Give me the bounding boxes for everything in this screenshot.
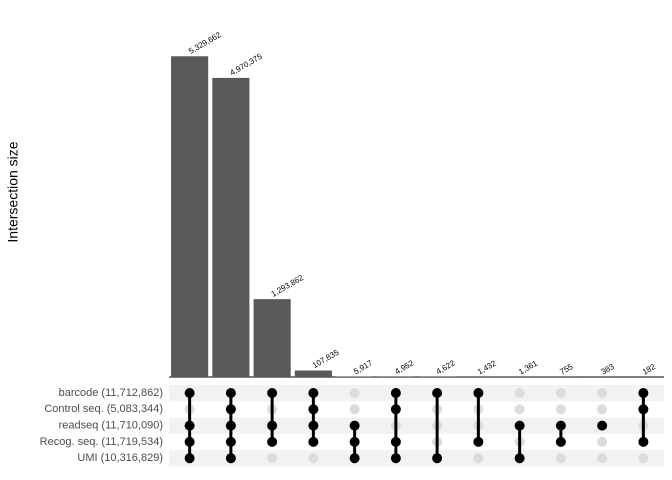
value-label: 1,361 [517,358,539,376]
matrix-dot [349,420,360,431]
value-label: 182 [641,362,658,377]
set-label: UMI (10,316,829) [77,452,163,464]
matrix-dot [390,388,401,398]
matrix-dot-empty [638,453,649,464]
matrix-dot [432,388,443,398]
matrix-dot [555,420,566,431]
matrix-dot [473,388,484,398]
matrix-dot [638,436,649,447]
row-stripe [169,417,664,434]
matrix-dot [349,453,360,464]
value-label: 1,432 [476,358,498,376]
matrix-dot-empty [597,388,608,398]
matrix-dot-empty [514,388,525,398]
value-label: 5,917 [352,358,374,376]
matrix-dot-empty [267,453,278,464]
row-stripe [169,385,664,402]
set-label: Control seq. (5,083,344) [44,403,163,415]
value-label: 5,329,662 [187,30,223,56]
matrix-dot [184,453,195,464]
matrix-dot [555,436,566,447]
matrix-dot [638,404,649,415]
matrix-dot-empty [349,404,360,415]
matrix-dot [267,388,278,398]
matrix-dot [473,436,484,447]
matrix-dot-empty [514,404,525,415]
bar [171,56,209,377]
matrix-dot [308,436,319,447]
value-label: 755 [558,362,575,377]
matrix-dot [225,436,236,447]
matrix-dot [225,388,236,398]
value-label: 4,970,375 [228,52,264,78]
matrix-dot-empty [349,388,360,398]
matrix-dot-empty [597,453,608,464]
matrix-dot [308,420,319,431]
bar [294,370,332,377]
bar [253,299,291,377]
matrix-dot [184,420,195,431]
row-stripe [169,450,664,467]
matrix-dot [390,404,401,415]
matrix-dot [390,453,401,464]
matrix-dot [184,388,195,398]
set-label: Recog. seq. (11,719,534) [40,436,163,448]
value-label: 4,622 [435,358,457,376]
matrix-dot-empty [555,453,566,464]
matrix-dot-empty [473,453,484,464]
matrix-dot [514,420,525,431]
value-label: 383 [600,362,617,377]
matrix-dot [184,436,195,447]
matrix-dot-empty [597,404,608,415]
matrix-dot [267,436,278,447]
matrix-dot [638,388,649,398]
matrix-dot [432,453,443,464]
set-label: readseq (11,710,090) [59,420,163,432]
matrix-dot-empty [597,436,608,447]
matrix-dot [308,388,319,398]
matrix-dot-empty [555,404,566,415]
matrix-dot [390,436,401,447]
matrix-dot-empty [308,453,319,464]
value-label: 1,293,862 [270,273,306,299]
matrix-dot [225,453,236,464]
y-axis-title: Intersection size [5,141,21,242]
value-label: 4,952 [393,358,415,376]
matrix-dot [308,404,319,415]
value-label: 107,835 [311,348,341,371]
matrix-dot [597,420,608,431]
matrix-dot [514,453,525,464]
bar [212,77,250,378]
matrix-dot [225,420,236,431]
matrix-dot-empty [555,388,566,398]
matrix-dot [267,420,278,431]
set-label: barcode (11,712,862) [59,387,163,399]
matrix-dot [225,404,236,415]
matrix-dot [349,436,360,447]
